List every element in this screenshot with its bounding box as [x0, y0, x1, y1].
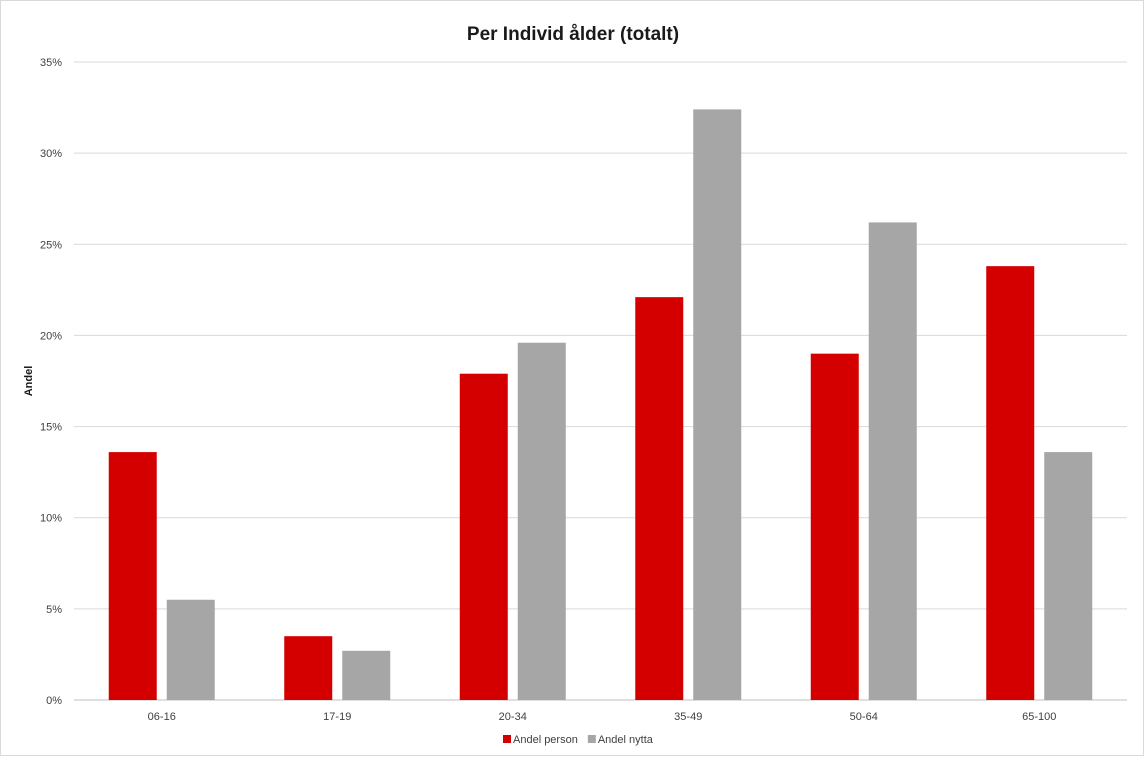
bar-andel-nytta: [342, 650, 391, 700]
bar-andel-person: [284, 636, 333, 700]
y-tick-label: 35%: [40, 57, 62, 69]
y-tick-label: 20%: [40, 330, 62, 342]
bar-andel-person: [810, 353, 859, 700]
bars: [108, 109, 1093, 700]
x-tick-label: 06-16: [148, 711, 176, 723]
x-tick-label: 17-19: [323, 711, 351, 723]
y-axis-ticks: 0% 5% 10% 15% 20% 25% 30% 35%: [40, 57, 62, 707]
legend-label: Andel person: [513, 734, 578, 746]
x-tick-label: 35-49: [674, 711, 702, 723]
bar-andel-person: [108, 452, 157, 700]
legend-swatch: [587, 735, 596, 743]
y-tick-label: 30%: [40, 148, 62, 160]
bar-andel-nytta: [166, 599, 215, 700]
y-tick-label: 5%: [46, 604, 62, 616]
legend-swatch: [503, 735, 511, 743]
x-tick-label: 65-100: [1022, 711, 1056, 723]
bar-andel-person: [986, 266, 1035, 700]
bar-andel-nytta: [517, 342, 566, 700]
bar-andel-nytta: [693, 109, 742, 700]
chart-title: Per Individ ålder (totalt): [467, 24, 679, 45]
bar-andel-nytta: [1044, 452, 1093, 700]
gridlines: [74, 61, 1127, 701]
y-tick-label: 15%: [40, 422, 62, 434]
x-axis-ticks: 06-16 17-19 20-34 35-49 50-64 65-100: [148, 711, 1057, 723]
y-tick-label: 10%: [40, 513, 62, 525]
x-tick-label: 20-34: [499, 711, 527, 723]
bar-andel-person: [635, 297, 684, 700]
legend: Andel person Andel nytta: [503, 734, 654, 746]
legend-label: Andel nytta: [598, 734, 654, 746]
y-axis-title: Andel: [23, 366, 35, 397]
bar-andel-person: [459, 373, 508, 700]
bar-andel-nytta: [868, 222, 917, 700]
y-tick-label: 0%: [46, 695, 62, 707]
y-tick-label: 25%: [40, 239, 62, 251]
x-tick-label: 50-64: [850, 711, 878, 723]
